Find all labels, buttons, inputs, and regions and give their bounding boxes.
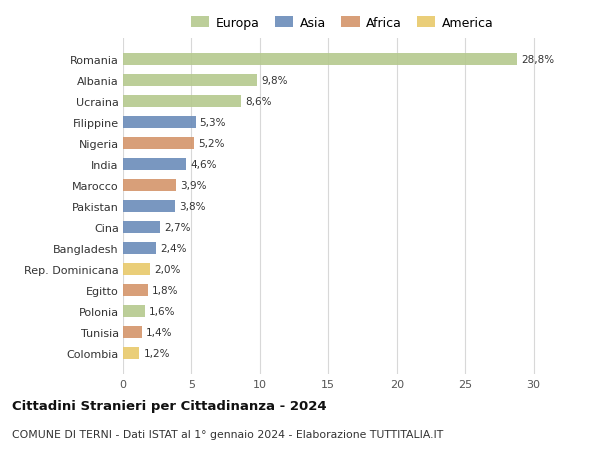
Bar bbox=[123, 347, 139, 359]
Bar bbox=[123, 117, 196, 129]
Text: Cittadini Stranieri per Cittadinanza - 2024: Cittadini Stranieri per Cittadinanza - 2… bbox=[12, 399, 326, 412]
Bar bbox=[123, 326, 142, 338]
Text: 2,0%: 2,0% bbox=[154, 264, 181, 274]
Bar bbox=[123, 138, 194, 150]
Text: 5,2%: 5,2% bbox=[198, 139, 225, 149]
Text: 1,8%: 1,8% bbox=[152, 285, 178, 295]
Bar bbox=[123, 306, 145, 317]
Text: 4,6%: 4,6% bbox=[190, 160, 217, 170]
Legend: Europa, Asia, Africa, America: Europa, Asia, Africa, America bbox=[185, 12, 499, 35]
Text: 28,8%: 28,8% bbox=[521, 55, 554, 65]
Bar bbox=[123, 159, 186, 170]
Bar bbox=[123, 96, 241, 107]
Text: 1,4%: 1,4% bbox=[146, 327, 173, 337]
Text: 3,9%: 3,9% bbox=[181, 181, 207, 190]
Text: 3,8%: 3,8% bbox=[179, 202, 206, 212]
Text: 2,7%: 2,7% bbox=[164, 223, 191, 232]
Bar bbox=[123, 285, 148, 296]
Text: 1,2%: 1,2% bbox=[143, 348, 170, 358]
Text: 2,4%: 2,4% bbox=[160, 243, 187, 253]
Bar bbox=[123, 75, 257, 87]
Bar bbox=[123, 222, 160, 233]
Bar bbox=[123, 243, 156, 254]
Text: 8,6%: 8,6% bbox=[245, 97, 271, 107]
Bar bbox=[123, 180, 176, 191]
Text: 5,3%: 5,3% bbox=[200, 118, 226, 128]
Text: COMUNE DI TERNI - Dati ISTAT al 1° gennaio 2024 - Elaborazione TUTTITALIA.IT: COMUNE DI TERNI - Dati ISTAT al 1° genna… bbox=[12, 429, 443, 439]
Text: 1,6%: 1,6% bbox=[149, 306, 176, 316]
Bar bbox=[123, 263, 151, 275]
Bar bbox=[123, 54, 517, 66]
Bar bbox=[123, 201, 175, 213]
Text: 9,8%: 9,8% bbox=[261, 76, 288, 86]
